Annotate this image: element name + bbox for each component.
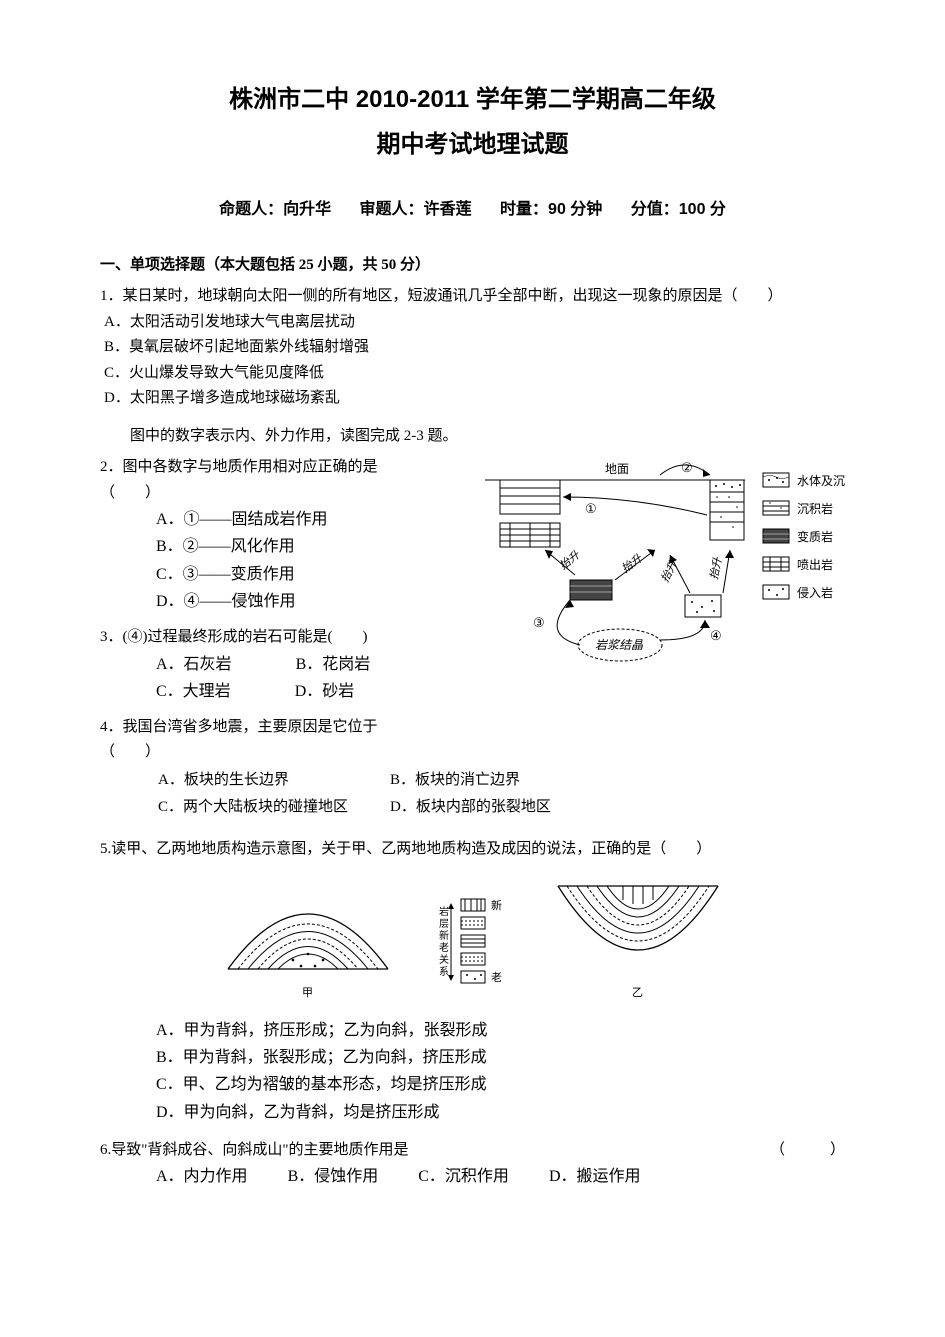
title-line-1: 株洲市二中 2010-2011 学年第二学期高二年级: [100, 80, 845, 121]
q4-stem-a: 4．我国台湾省多地震，主要原因是它位于: [100, 715, 845, 741]
svg-text:抬升: 抬升: [707, 556, 724, 581]
q5-option-d: D．甲为向斜，乙为背斜，均是挤压形成: [100, 1099, 845, 1126]
q6-option-c: C．沉积作用: [418, 1163, 509, 1190]
meta-score: 分值：100 分: [631, 196, 726, 223]
svg-text:侵入岩: 侵入岩: [797, 585, 833, 600]
fold-diagram: 甲 新 老 岩 层 新 老 关 系: [100, 874, 845, 1003]
diag1-n1: ①: [585, 501, 597, 516]
svg-text:抬升: 抬升: [658, 558, 680, 584]
q5-option-c: C．甲、乙均为褶皱的基本形态，均是挤压形成: [100, 1071, 845, 1098]
question-6: 6.导致"背斜成谷、向斜成山"的主要地质作用是 （ ） A．内力作用 B．侵蚀作…: [100, 1138, 845, 1191]
q4-stem-b: （ ）: [100, 740, 845, 766]
diagram-yi: 乙: [553, 874, 723, 1003]
question-4: 4．我国台湾省多地震，主要原因是它位于 （ ） A．板块的生长边界 B．板块的消…: [100, 715, 845, 823]
caption-jia: 甲: [223, 984, 393, 1003]
q2-option-c: C．③——变质作用: [100, 561, 475, 588]
q4-option-c: C．两个大陆板块的碰撞地区: [158, 795, 388, 821]
q1-option-d: D．太阳黑子增多造成地球磁场紊乱: [100, 386, 845, 412]
rock-cycle-diagram: 地面 ② ①: [485, 455, 845, 675]
diag1-legend: 水体及沉积物 沉积岩 变质岩 喷出岩 侵入岩: [763, 473, 845, 600]
q6-stem: 6.导致"背斜成谷、向斜成山"的主要地质作用是 （ ）: [100, 1138, 845, 1164]
q1-option-c: C．火山爆发导致大气能见度降低: [100, 361, 845, 387]
reviewer-label: 审题人：: [360, 201, 424, 218]
section1-header: 一、单项选择题（本大题包括 25 小题，共 50 分）: [100, 253, 845, 279]
q6-stem-right: （ ）: [770, 1138, 845, 1164]
svg-text:层: 层: [439, 918, 449, 930]
svg-text:关: 关: [439, 953, 449, 966]
q4-options: A．板块的生长边界 B．板块的消亡边界 C．两个大陆板块的碰撞地区 D．板块内部…: [100, 766, 593, 823]
q3-option-a: A．石灰岩: [156, 651, 232, 678]
author-value: 向升华: [283, 201, 331, 218]
q3-option-b: B．花岗岩: [296, 651, 371, 678]
q6-option-d: D．搬运作用: [549, 1163, 641, 1190]
q2-option-b: B．②——风化作用: [100, 533, 475, 560]
q5-option-b: B．甲为背斜，张裂形成；乙为向斜，挤压形成: [100, 1044, 845, 1071]
question-1: 1．某日某时，地球朝向太阳一侧的所有地区，短波通讯几乎全部中断，出现这一现象的原…: [100, 284, 845, 412]
score-label: 分值：: [631, 201, 679, 218]
diag1-n2: ②: [681, 460, 693, 475]
svg-text:新: 新: [491, 898, 502, 912]
diag1-n4: ④: [710, 628, 722, 643]
diag1-n3: ③: [533, 615, 545, 630]
svg-text:抬升: 抬升: [557, 548, 583, 572]
q1-stem: 1．某日某时，地球朝向太阳一侧的所有地区，短波通讯几乎全部中断，出现这一现象的原…: [100, 284, 845, 310]
author-label: 命题人：: [219, 201, 283, 218]
q2-q3-row: 2．图中各数字与地质作用相对应正确的是 （ ） A．①——固结成岩作用 B．②—…: [100, 455, 845, 715]
q2-option-a: A．①——固结成岩作用: [100, 506, 475, 533]
svg-text:岩: 岩: [439, 905, 449, 918]
q2-option-d: D．④——侵蚀作用: [100, 588, 475, 615]
duration-value: 90 分钟: [548, 201, 602, 218]
meta-duration: 时量：90 分钟: [500, 196, 602, 223]
svg-text:变质岩: 变质岩: [797, 529, 833, 544]
question-3: 3．(④)过程最终形成的岩石可能是( ) A．石灰岩 B．花岗岩 C．大理岩 D…: [100, 625, 475, 705]
svg-text:抬升: 抬升: [619, 552, 645, 576]
duration-label: 时量：: [500, 201, 548, 218]
svg-text:水体及沉积物: 水体及沉积物: [797, 474, 845, 488]
diag1-surface-label: 地面: [605, 462, 629, 476]
diag1-magma: 岩浆结晶: [595, 638, 644, 652]
q4-option-d: D．板块内部的张裂地区: [390, 795, 591, 821]
caption-yi: 乙: [553, 984, 723, 1003]
question-2: 2．图中各数字与地质作用相对应正确的是 （ ） A．①——固结成岩作用 B．②—…: [100, 455, 475, 615]
svg-text:新: 新: [439, 929, 449, 942]
svg-text:沉积岩: 沉积岩: [797, 501, 833, 516]
q2-stem-a: 2．图中各数字与地质作用相对应正确的是: [100, 455, 475, 481]
q3-option-c: C．大理岩: [156, 678, 231, 705]
q4-option-a: A．板块的生长边界: [158, 768, 388, 794]
q6-option-b: B．侵蚀作用: [288, 1163, 379, 1190]
meta-author: 命题人：向升华: [219, 196, 331, 223]
meta-reviewer: 审题人：许香莲: [360, 196, 472, 223]
intro-2-3: 图中的数字表示内、外力作用，读图完成 2-3 题。: [100, 424, 845, 450]
q4-option-b: B．板块的消亡边界: [390, 768, 591, 794]
svg-text:喷出岩: 喷出岩: [797, 557, 833, 572]
question-5: 5.读甲、乙两地地质构造示意图，关于甲、乙两地地质构造及成因的说法，正确的是（ …: [100, 837, 845, 1126]
q1-option-b: B．臭氧层破坏引起地面紫外线辐射增强: [100, 335, 845, 361]
q5-stem: 5.读甲、乙两地地质构造示意图，关于甲、乙两地地质构造及成因的说法，正确的是（ …: [100, 837, 845, 863]
diagram-legend: 新 老 岩 层 新 老 关 系: [433, 893, 513, 1003]
diagram-jia: 甲: [223, 874, 393, 1003]
q3-option-d: D．砂岩: [295, 678, 355, 705]
meta-line: 命题人：向升华 审题人：许香莲 时量：90 分钟 分值：100 分: [100, 196, 845, 223]
reviewer-value: 许香莲: [424, 201, 472, 218]
score-value: 100 分: [679, 201, 726, 218]
q6-stem-left: 6.导致"背斜成谷、向斜成山"的主要地质作用是: [100, 1142, 409, 1158]
svg-text:系: 系: [439, 966, 449, 978]
q5-option-a: A．甲为背斜，挤压形成；乙为向斜，张裂形成: [100, 1017, 845, 1044]
svg-text:老: 老: [491, 971, 502, 984]
title-line-2: 期中考试地理试题: [100, 125, 845, 166]
q1-option-a: A．太阳活动引发地球大气电离层扰动: [100, 310, 845, 336]
q6-option-a: A．内力作用: [156, 1163, 248, 1190]
q2-stem-b: （ ）: [100, 481, 475, 507]
q3-stem: 3．(④)过程最终形成的岩石可能是( ): [100, 625, 475, 651]
svg-text:老: 老: [439, 941, 449, 954]
